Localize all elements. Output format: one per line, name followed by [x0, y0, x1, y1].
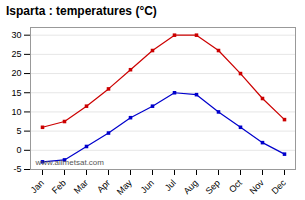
svg-text:15: 15: [11, 88, 21, 98]
svg-text:Feb: Feb: [50, 178, 68, 196]
html-text:Isparta : temperatures (°C): Isparta : temperatures (°C): [6, 4, 157, 18]
svg-text:Nov: Nov: [248, 177, 267, 196]
svg-text:www.allmetsat.com: www.allmetsat.com: [35, 158, 105, 167]
svg-text:Jan: Jan: [29, 178, 46, 195]
svg-text:Dec: Dec: [270, 177, 289, 196]
svg-text:Apr: Apr: [95, 178, 112, 195]
svg-text:30: 30: [11, 30, 21, 40]
svg-text:25: 25: [11, 49, 21, 59]
svg-text:Oct: Oct: [227, 177, 244, 194]
svg-text:May: May: [115, 177, 134, 196]
svg-text:Jul: Jul: [163, 178, 178, 193]
svg-text:-5: -5: [13, 164, 21, 174]
svg-text:Sep: Sep: [204, 178, 222, 196]
svg-text:Mar: Mar: [72, 178, 90, 196]
svg-text:Jun: Jun: [139, 178, 156, 195]
svg-text:10: 10: [11, 107, 21, 117]
svg-text:Aug: Aug: [182, 178, 200, 196]
svg-text:0: 0: [16, 145, 21, 155]
svg-text:5: 5: [16, 126, 21, 136]
svg-text:20: 20: [11, 68, 21, 78]
